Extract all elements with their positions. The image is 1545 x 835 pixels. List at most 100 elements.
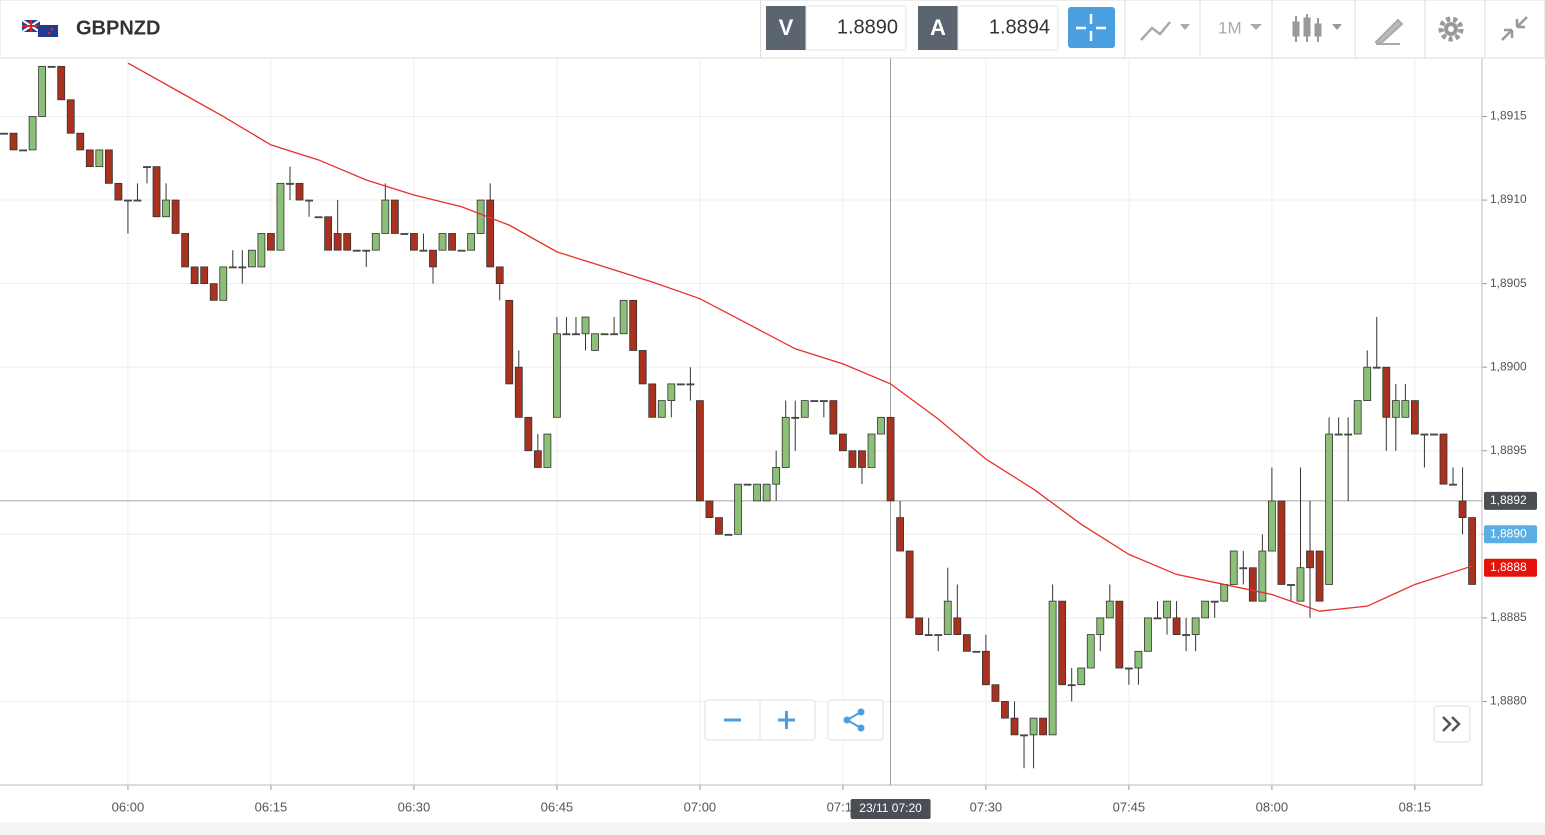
candle-body bbox=[619, 299, 628, 335]
candle-body bbox=[1306, 550, 1314, 569]
candle-body bbox=[600, 333, 609, 336]
candle-body bbox=[1239, 567, 1248, 570]
candle-body bbox=[381, 199, 390, 234]
price-tag-label: 1,8892 bbox=[1490, 493, 1527, 507]
candle-body bbox=[47, 65, 56, 68]
bid-box[interactable] bbox=[805, 5, 907, 51]
candle-body bbox=[1449, 483, 1457, 486]
candle-body bbox=[648, 383, 657, 418]
candle-body bbox=[181, 233, 190, 268]
candle-body bbox=[343, 233, 352, 251]
bid-label: V bbox=[779, 15, 794, 40]
timeframe-caret bbox=[1250, 24, 1262, 30]
candle-body bbox=[896, 517, 905, 552]
price-tag-label: 1,8888 bbox=[1490, 560, 1527, 574]
candle-body bbox=[1372, 366, 1381, 369]
y-tick-label: 1,8900 bbox=[1490, 359, 1527, 373]
candle-body bbox=[1334, 433, 1343, 436]
ask-price: 1.8894 bbox=[989, 16, 1050, 38]
collapse-button[interactable] bbox=[1501, 16, 1528, 41]
candle-body bbox=[829, 400, 838, 435]
indicator-button[interactable] bbox=[1140, 21, 1190, 41]
candle-body bbox=[715, 517, 723, 535]
candle-body bbox=[1296, 567, 1305, 602]
candle-body bbox=[962, 634, 971, 652]
zoom-controls bbox=[704, 699, 1471, 743]
candle-body bbox=[886, 416, 895, 502]
candle-body bbox=[972, 650, 981, 653]
candle-body bbox=[1210, 600, 1219, 603]
candle-body bbox=[1105, 600, 1114, 619]
crosshair-icon bbox=[1076, 14, 1106, 41]
candle-body bbox=[219, 266, 228, 301]
candle-body bbox=[1468, 517, 1476, 585]
candle-body bbox=[915, 617, 924, 635]
candle-body bbox=[486, 199, 495, 268]
candle-body bbox=[762, 483, 771, 502]
candle-body bbox=[1353, 400, 1362, 435]
drawing-button[interactable] bbox=[1374, 18, 1404, 46]
candle-body bbox=[1010, 717, 1019, 736]
crosshair-time-label: 23/11 07:20 bbox=[859, 801, 922, 815]
candle-body bbox=[638, 350, 647, 385]
candle-body bbox=[200, 266, 209, 285]
candle-body bbox=[66, 99, 75, 134]
candle-body bbox=[533, 450, 542, 468]
candle-body bbox=[810, 400, 819, 403]
candle-body bbox=[286, 182, 294, 185]
candle-body bbox=[390, 199, 399, 234]
x-tick-label: 06:45 bbox=[541, 799, 574, 814]
crosshair-time-tag bbox=[850, 799, 931, 819]
y-tick-label: 1,8915 bbox=[1490, 109, 1527, 123]
settings-button[interactable] bbox=[1438, 16, 1464, 42]
candle-body bbox=[495, 266, 504, 285]
chart-type-button[interactable] bbox=[1292, 14, 1342, 42]
candle-body bbox=[162, 199, 170, 218]
candle-body bbox=[400, 233, 409, 235]
candle-body bbox=[924, 634, 933, 636]
zoom-in[interactable] bbox=[778, 711, 795, 729]
candle-body bbox=[1172, 617, 1181, 635]
candle-body bbox=[858, 450, 866, 468]
x-tick-label: 07:30 bbox=[970, 799, 1003, 814]
candle-body bbox=[753, 483, 762, 502]
candle-body bbox=[333, 233, 342, 251]
candle-body bbox=[1220, 584, 1229, 602]
candle-body bbox=[1229, 550, 1238, 585]
scroll-right-button[interactable] bbox=[1433, 705, 1471, 743]
y-tick-label: 1,8895 bbox=[1490, 443, 1527, 457]
candle-body bbox=[734, 483, 742, 535]
price-tag bbox=[1484, 558, 1537, 577]
candle-body bbox=[943, 600, 952, 635]
candle-body bbox=[696, 400, 704, 502]
candle-body bbox=[1315, 550, 1324, 602]
price-tag bbox=[1484, 525, 1537, 544]
candle-body bbox=[591, 333, 599, 351]
candle-body bbox=[1391, 400, 1400, 418]
ask-box[interactable] bbox=[957, 5, 1059, 51]
candle-body bbox=[676, 383, 685, 386]
candle-body bbox=[1144, 617, 1152, 652]
candle-body bbox=[371, 233, 380, 251]
x-tick-label: 06:00 bbox=[112, 799, 145, 814]
timeframe-button[interactable]: 1M bbox=[1218, 18, 1242, 37]
candle-body bbox=[1134, 650, 1143, 669]
x-tick-label: 08:00 bbox=[1256, 799, 1289, 814]
share-box[interactable] bbox=[827, 699, 884, 741]
candle-body bbox=[1248, 567, 1257, 602]
plot-area: 1,8880 1,8885 1,8890 1,8895 1,8900 1,8905 1,89… bbox=[0, 58, 1537, 819]
candle-body bbox=[1201, 600, 1210, 619]
candle-body bbox=[772, 467, 781, 485]
candle-body bbox=[429, 249, 437, 268]
x-tick-label: 08:15 bbox=[1399, 799, 1432, 814]
candle-body bbox=[228, 266, 237, 269]
candle-body bbox=[9, 132, 18, 151]
bid-badge bbox=[766, 6, 806, 50]
ask-label: A bbox=[930, 15, 946, 40]
candle-body bbox=[1410, 400, 1419, 435]
share-icon bbox=[843, 708, 865, 732]
candle-body bbox=[28, 116, 37, 151]
candle-body bbox=[324, 216, 333, 251]
crosshair-button[interactable] bbox=[1068, 7, 1115, 48]
candle-body bbox=[1086, 634, 1095, 669]
